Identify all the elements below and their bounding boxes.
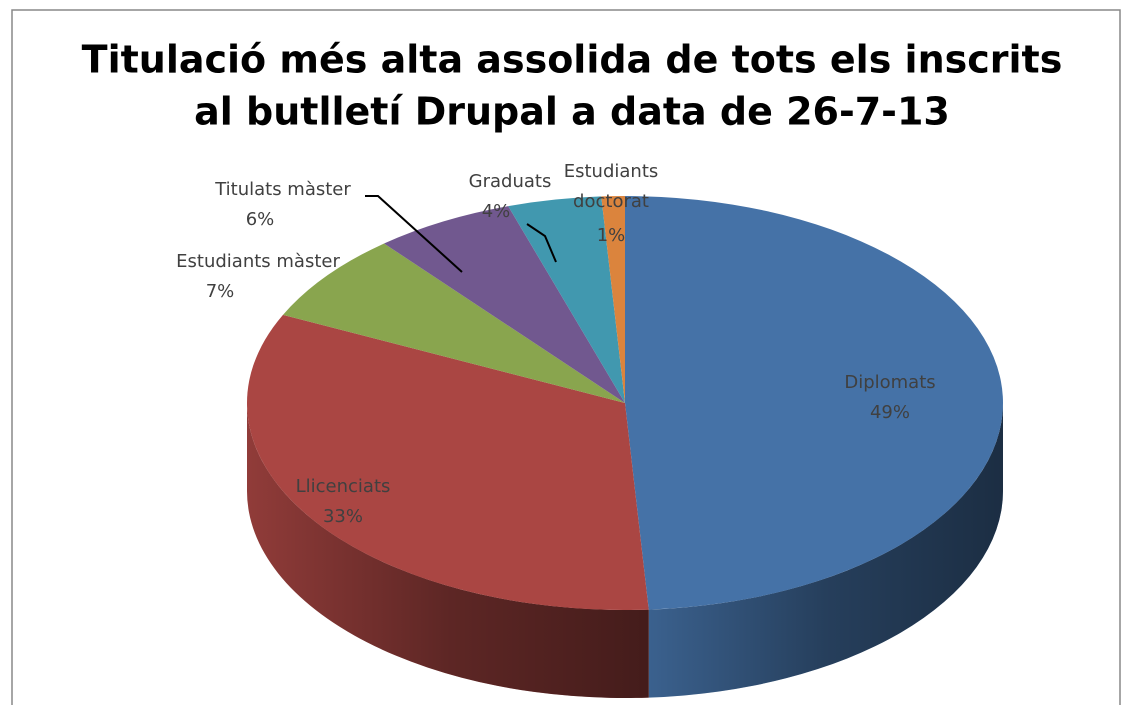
value-label: 6% [246,209,275,230]
value-label: 49% [870,402,910,423]
slice [246,314,649,610]
chart-title: Titulació més alta assolida de tots els … [82,38,1063,82]
slice [601,196,625,403]
value-label: 33% [323,506,363,527]
category-label: Diplomats [844,372,935,393]
slice [508,196,625,403]
category-label: Titulats màster [214,179,351,200]
leader-line [526,223,557,263]
category-label: Llicenciats [296,476,391,497]
category-label: Estudiants màster [176,251,340,272]
value-label: 1% [597,225,626,246]
slice [282,243,625,403]
slice-side-shade [648,403,1003,698]
slice-side-shade [247,403,649,698]
value-label: 7% [206,281,235,302]
category-label: Estudiants doctorat [564,161,659,212]
category-label: Graduats [469,171,552,192]
chart-title: al butlletí Drupal a data de 26-7-13 [194,90,950,134]
leader-line [365,195,463,273]
value-label: 4% [482,201,511,222]
slice [625,196,1004,610]
chart-border [11,9,1121,705]
